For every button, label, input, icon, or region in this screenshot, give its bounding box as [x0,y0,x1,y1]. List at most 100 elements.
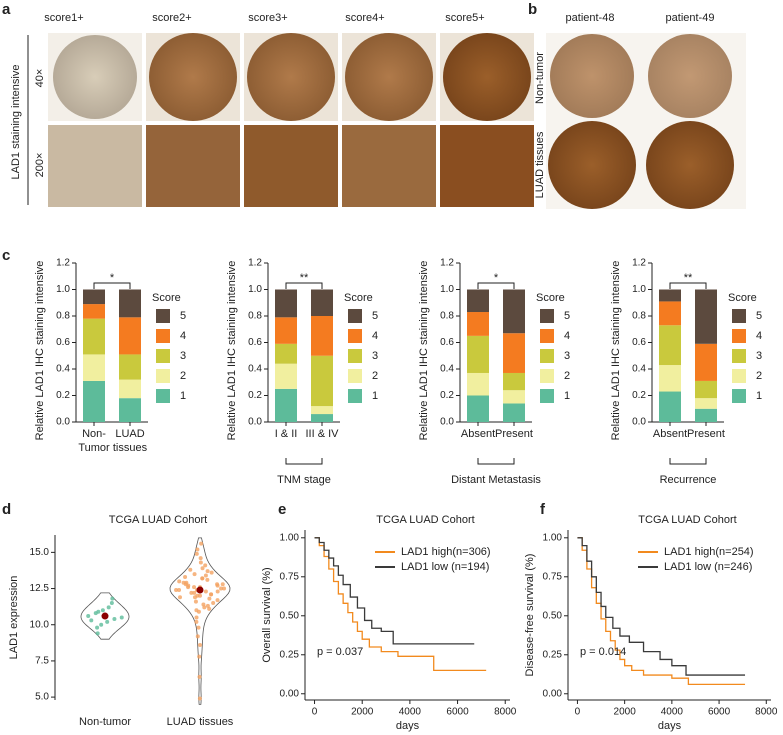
column-header: patient-48 [566,12,615,24]
legend-label: 1 [180,390,186,402]
legend-label: 4 [180,330,186,342]
group-bracket [477,458,515,465]
legend-title: Score [152,292,181,304]
annotation: p = 0.014 [580,646,626,658]
bar-segment [311,414,333,422]
data-point [174,588,179,592]
chart-title: TCGA LUAD Cohort [109,514,207,526]
bar-segment [695,380,717,399]
panel-label: d [2,501,11,518]
data-point [119,615,124,620]
y-tick-label: 0.0 [248,417,262,428]
micrograph [646,121,734,209]
legend-label: 2 [372,370,378,382]
y-tick-label: 7.5 [35,656,49,667]
y-tick-label: 0.25 [280,649,300,660]
y-tick-label: 1.0 [248,284,262,295]
legend-label: 2 [564,370,570,382]
data-point [203,563,208,568]
y-axis-label: Overall survival (%) [261,567,273,662]
data-point [209,570,214,575]
bar-segment [467,372,489,396]
panel-label: e [278,501,286,518]
micrograph [342,125,436,207]
legend-swatch [156,369,170,383]
data-point [86,614,91,619]
x-tick-label: 8000 [755,707,778,718]
x-tick-label: 6000 [446,707,469,718]
data-point [198,643,202,647]
row-label: Non-tumor [534,52,546,104]
significance: ** [684,272,693,284]
y-tick-label: 0.0 [56,417,70,428]
data-point [192,590,197,595]
legend-label: 5 [180,310,186,322]
significance: ** [300,272,309,284]
data-point [200,566,205,571]
x-tick-label: Absent [653,428,687,440]
legend-swatch [732,309,746,323]
data-point [181,580,186,585]
y-tick-label: 0.6 [248,337,262,348]
y-tick-label: 5.0 [35,692,49,703]
bar-segment [503,372,525,391]
survival-curve [314,537,475,645]
bar-segment [311,289,333,316]
data-point [201,602,206,607]
row-label: 200× [34,153,46,178]
micrograph [48,125,142,207]
bar-segment [119,354,141,380]
group-label: Recurrence [660,474,717,486]
x-tick-label: 0 [575,707,581,718]
survival-curve [577,537,746,686]
x-tick-label: 0 [312,707,318,718]
bar-segment [311,406,333,415]
legend-label: 3 [756,350,762,362]
data-point [110,596,115,601]
data-point [197,696,202,701]
legend-swatch [156,389,170,403]
bar-segment [275,317,297,344]
y-tick-label: 0.8 [56,311,70,322]
data-point [207,596,212,601]
data-point [198,556,203,561]
legend-label: 4 [372,330,378,342]
y-tick-label: 0.4 [248,364,262,375]
mean-point [101,612,109,620]
group-bracket [669,458,707,465]
x-tick-label: III & IV [305,428,339,440]
legend-swatch [732,349,746,363]
data-point [205,569,210,574]
column-header: score1+ [44,12,83,24]
y-tick-label: 0.50 [543,610,563,621]
data-point [199,541,204,546]
violin [169,537,231,705]
x-tick-label: tissues [113,442,148,454]
x-tick-label: 4000 [661,707,684,718]
legend-swatch [732,389,746,403]
legend-swatch [348,369,362,383]
bar-segment [275,289,297,318]
data-point [211,601,216,606]
y-tick-label: 0.75 [280,571,300,582]
legend-label: 4 [756,330,762,342]
bar-segment [311,316,333,356]
y-tick-label: 0.2 [440,390,454,401]
y-tick-label: 0.0 [632,417,646,428]
x-tick-label: I & II [275,428,298,440]
data-point [203,589,208,594]
legend-swatch [156,309,170,323]
y-tick-label: 0.4 [440,364,454,375]
y-tick-label: 0.0 [440,417,454,428]
y-tick-label: 0.6 [440,337,454,348]
annotation: p = 0.037 [317,646,363,658]
data-point [205,577,210,582]
data-point [189,590,194,595]
y-tick-label: 15.0 [30,547,50,558]
data-point [89,618,94,623]
x-tick-label: 2000 [614,707,637,718]
data-point [215,589,220,594]
y-tick-label: 12.5 [30,583,50,594]
group-label: Distant Metastasis [451,474,541,486]
bar-segment [467,395,489,422]
